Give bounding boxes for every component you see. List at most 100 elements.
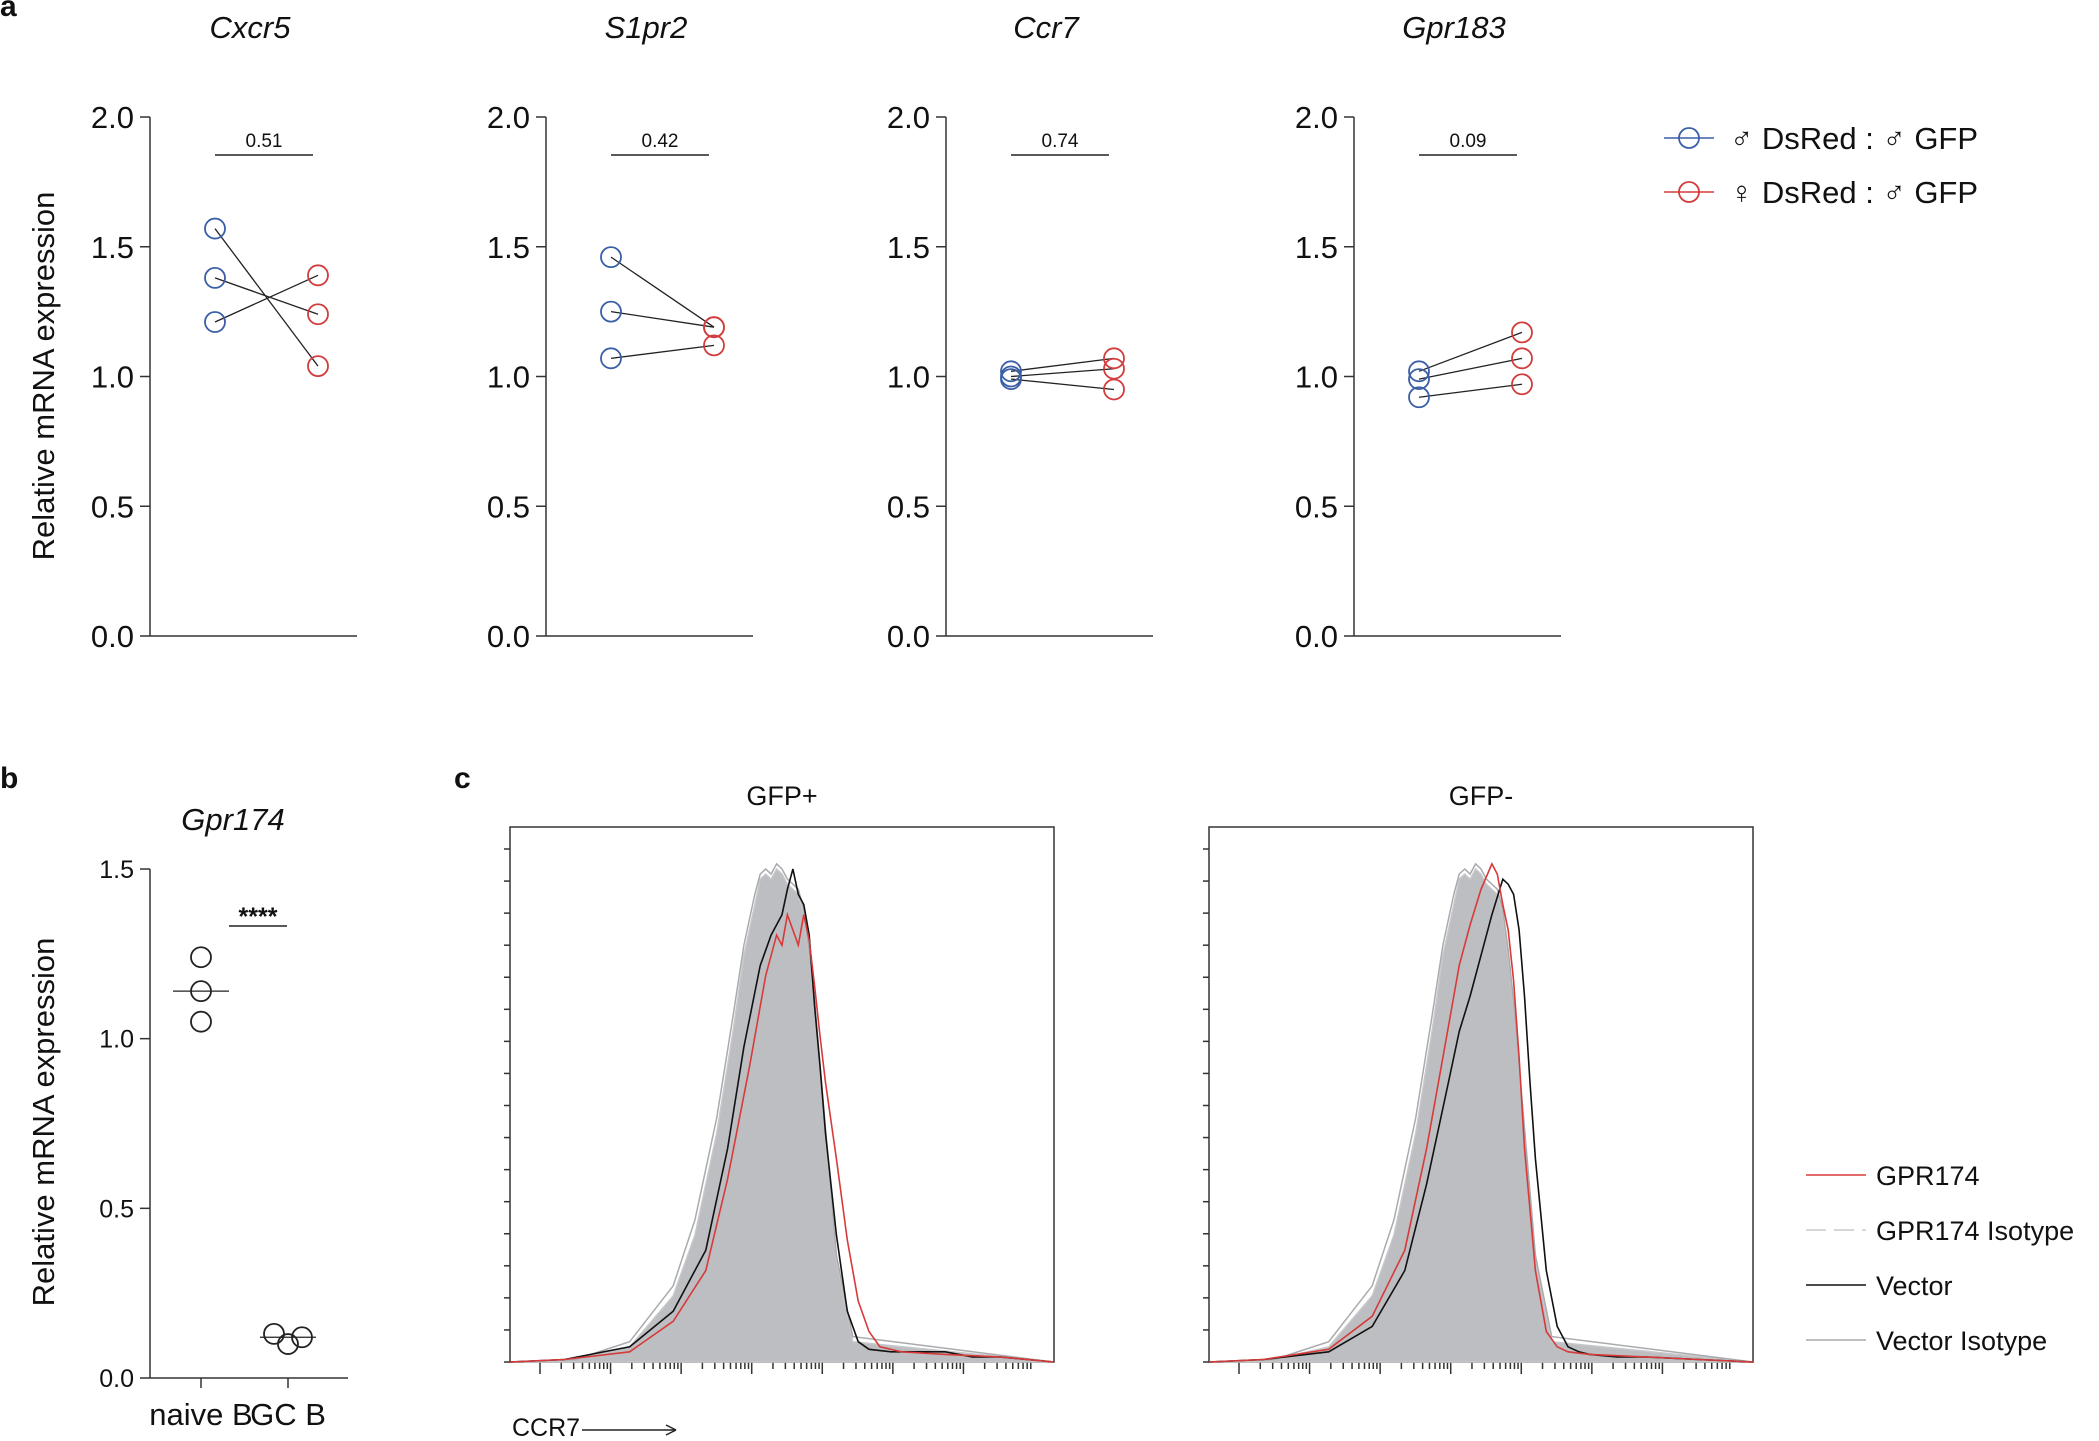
point-female bbox=[307, 303, 329, 326]
legend-vector-label: Vector bbox=[1876, 1271, 1953, 1301]
subplot-title: Gpr183 bbox=[1402, 10, 1505, 45]
point-male bbox=[1000, 368, 1022, 390]
gpr174-line bbox=[1208, 862, 1754, 1363]
y-tick-label: 0.0 bbox=[91, 619, 134, 654]
pair-line bbox=[1010, 368, 1115, 378]
y-axis-label-b: Relative mRNA expression bbox=[26, 938, 61, 1307]
point-female bbox=[703, 316, 725, 339]
point-male bbox=[1408, 368, 1430, 390]
point-female bbox=[1511, 347, 1533, 370]
point-male bbox=[600, 246, 622, 269]
p-value: 0.09 bbox=[1450, 131, 1487, 152]
y-tick-label: 1.5 bbox=[887, 230, 930, 265]
p-value: 0.51 bbox=[246, 131, 283, 152]
legend-male-label: ♂ DsRed : ♂ GFP bbox=[1730, 121, 1978, 156]
y-tick-label: 0.5 bbox=[1295, 489, 1338, 524]
subplot-ccr7: Ccr7 0.0 0.5 1.0 1.5 2.0 0.74 bbox=[887, 10, 1153, 654]
y-tick-label: 1.0 bbox=[1295, 360, 1338, 395]
point-male bbox=[1408, 360, 1430, 383]
y-axis-label-a: Relative mRNA expression bbox=[26, 192, 61, 561]
point-male bbox=[204, 311, 226, 333]
data-point bbox=[190, 946, 212, 969]
pair-line bbox=[610, 310, 715, 328]
subplot-title: Gpr174 bbox=[181, 802, 284, 837]
subplot-title: GFP+ bbox=[746, 781, 817, 811]
vector-line bbox=[509, 868, 1055, 1363]
pair-line bbox=[1010, 378, 1115, 391]
data-point bbox=[190, 980, 212, 1003]
y-tick-label: 1.5 bbox=[91, 230, 134, 265]
p-value: 0.42 bbox=[642, 131, 679, 152]
pair-line bbox=[214, 274, 319, 323]
y-tick-label: 2.0 bbox=[887, 100, 930, 135]
y-tick-label: 0.5 bbox=[99, 1195, 134, 1223]
y-tick-label: 0.5 bbox=[487, 489, 530, 524]
y-tick-label: 1.0 bbox=[487, 360, 530, 395]
y-tick-label: 0.5 bbox=[91, 489, 134, 524]
vector-isotype-line bbox=[1208, 862, 1754, 1363]
y-tick-label: 0.5 bbox=[887, 489, 930, 524]
pair-line bbox=[214, 277, 319, 315]
y-tick-label: 0.0 bbox=[1295, 619, 1338, 654]
pair-line bbox=[1418, 357, 1523, 380]
legend-vector-isotype-label: Vector Isotype bbox=[1876, 1326, 2047, 1356]
y-tick-label: 1.5 bbox=[1295, 230, 1338, 265]
subplot-cxcr5: Cxcr5 0.0 0.5 1.0 1.5 2.0 0.51 bbox=[91, 10, 357, 654]
histogram-gfp-neg: GFP- bbox=[1203, 781, 1754, 1374]
legend-female-label: ♀ DsRed : ♂ GFP bbox=[1730, 175, 1978, 210]
point-female bbox=[1103, 378, 1125, 401]
subplot-title: S1pr2 bbox=[605, 10, 688, 45]
point-male bbox=[1000, 360, 1022, 383]
gpr174-line bbox=[509, 911, 1055, 1363]
panel-a: Cxcr5 0.0 0.5 1.0 1.5 2.0 0.51 S1pr2 0.0 0.5 1.0 1.… bbox=[26, 10, 1561, 654]
legend-male-marker bbox=[1678, 127, 1700, 149]
y-tick-label: 2.0 bbox=[1295, 100, 1338, 135]
pair-line bbox=[1418, 383, 1523, 398]
panel-c: GFP+ GFP- CCR7 bbox=[504, 781, 1754, 1441]
subplot-title: GFP- bbox=[1449, 781, 1514, 811]
point-male bbox=[1408, 386, 1430, 409]
pair-line bbox=[1418, 331, 1523, 372]
subplot-title: Ccr7 bbox=[1013, 10, 1080, 45]
y-tick-label: 0.0 bbox=[487, 619, 530, 654]
data-point bbox=[263, 1322, 285, 1345]
y-tick-label: 0.0 bbox=[99, 1365, 134, 1393]
subplot-s1pr2: S1pr2 0.0 0.5 1.0 1.5 2.0 0.42 bbox=[487, 10, 753, 654]
p-value: 0.74 bbox=[1042, 131, 1079, 152]
point-female bbox=[1511, 373, 1533, 396]
y-tick-label: 2.0 bbox=[91, 100, 134, 135]
histogram-gfp-pos: GFP+ bbox=[504, 781, 1055, 1374]
y-tick-label: 1.0 bbox=[887, 360, 930, 395]
pair-line bbox=[610, 256, 715, 328]
legend-gpr174-isotype-label: GPR174 Isotype bbox=[1876, 1216, 2074, 1246]
y-tick-label: 1.5 bbox=[487, 230, 530, 265]
isotype-filled-area bbox=[1208, 867, 1754, 1363]
point-female bbox=[307, 355, 329, 378]
point-female bbox=[307, 264, 329, 287]
point-male bbox=[204, 266, 226, 289]
point-male bbox=[600, 347, 622, 370]
data-point bbox=[277, 1333, 299, 1355]
data-point bbox=[291, 1326, 313, 1349]
x-tick-label: GC B bbox=[250, 1397, 326, 1432]
y-tick-label: 1.5 bbox=[99, 856, 134, 884]
legend-gpr174-label: GPR174 bbox=[1876, 1161, 1980, 1191]
point-female bbox=[1103, 347, 1125, 370]
legend-a: ♂ DsRed : ♂ GFP ♀ DsRed : ♂ GFP bbox=[1664, 121, 1978, 210]
subplot-title: Cxcr5 bbox=[210, 10, 292, 45]
x-axis-arrow-head bbox=[665, 1424, 677, 1436]
panel-label-a: a bbox=[0, 0, 17, 23]
data-point bbox=[190, 1010, 212, 1033]
panel-label-c: c bbox=[454, 762, 471, 795]
x-axis-label: CCR7 bbox=[512, 1414, 580, 1441]
point-male bbox=[600, 300, 622, 323]
point-male bbox=[204, 217, 226, 240]
subplot-gpr183: Gpr183 0.0 0.5 1.0 1.5 2.0 0.09 bbox=[1295, 10, 1561, 654]
y-tick-label: 2.0 bbox=[487, 100, 530, 135]
legend-female-marker bbox=[1678, 181, 1700, 203]
y-tick-label: 0.0 bbox=[887, 619, 930, 654]
y-tick-label: 1.0 bbox=[99, 1026, 134, 1054]
point-female bbox=[703, 334, 725, 357]
panel-b: Gpr174 0.0 0.5 1.0 1.5 naive BGC B **** Relativ… bbox=[26, 802, 348, 1432]
pair-line bbox=[610, 344, 715, 359]
